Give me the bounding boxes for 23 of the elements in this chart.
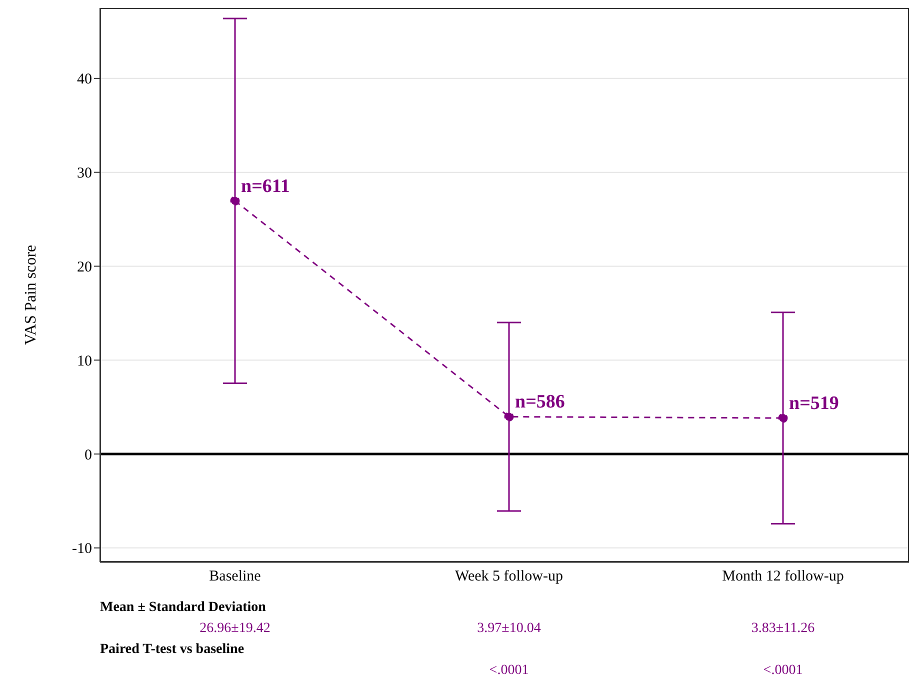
point [778,413,788,423]
x-tick-label: Month 12 follow-up [722,568,844,585]
data-label: 26.96±19.42 [200,620,270,638]
text: Mean ± Standard Deviation [99,599,267,617]
point [230,196,240,206]
y-tick-label: 30 [77,166,92,182]
annotation: n=519 [789,393,839,414]
point [504,412,514,422]
text: <.0001 [763,662,803,680]
y-tick-label: 10 [77,353,92,370]
annotation: n=586 [515,392,565,413]
y-axis-title: VAS Pain score [22,244,40,345]
data-label: 3.83±11.26 [751,620,815,638]
y-tick-label: 40 [77,72,92,88]
x-tick-label: Week 5 follow-up [455,568,563,585]
text: Paired T-test vs baseline [99,641,246,659]
y-tick-label: -10 [72,541,92,558]
text: <.0001 [489,662,529,680]
x-tick-label: Baseline [209,568,262,585]
y-tick-label: 20 [77,260,92,276]
data-label: 3.97±10.04 [477,620,541,638]
annotation: n=611 [241,176,290,197]
y-tick-label: 0 [84,447,92,464]
